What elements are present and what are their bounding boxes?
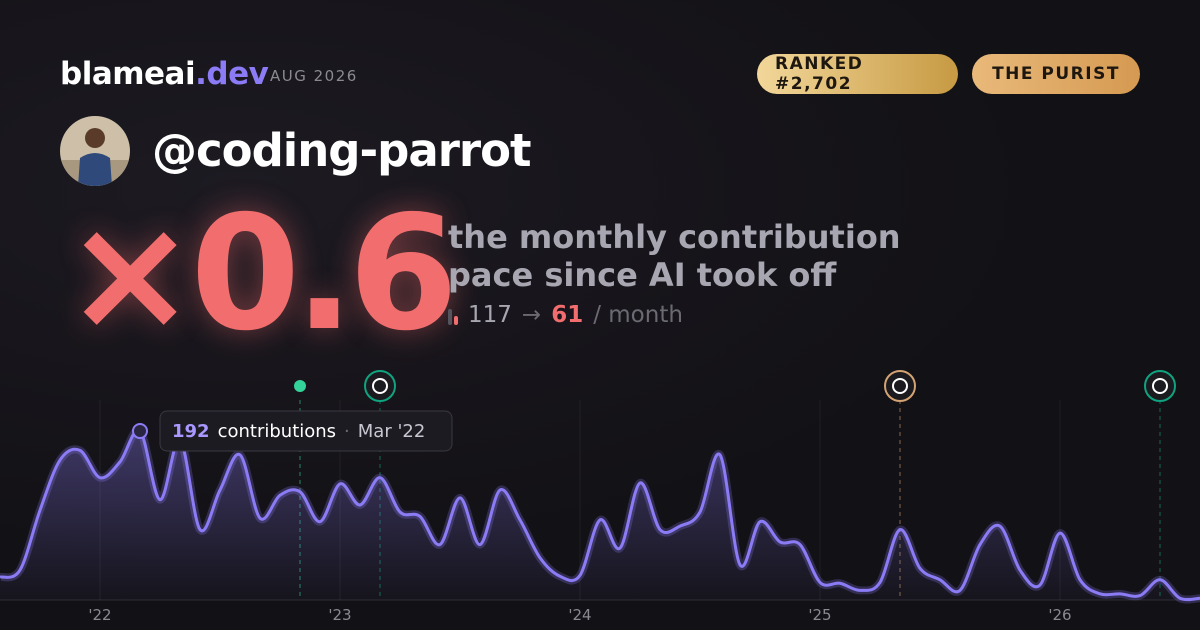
x-tick-label: '26 bbox=[1048, 606, 1071, 624]
pace-after: 61 bbox=[551, 302, 584, 328]
pace-icon bbox=[448, 305, 458, 325]
brand: blameai.dev bbox=[60, 56, 269, 92]
tooltip-box bbox=[159, 410, 453, 452]
description-line: pace since AI took off bbox=[448, 256, 837, 294]
event-icon bbox=[1144, 370, 1176, 402]
line bbox=[0, 428, 1200, 602]
area bbox=[0, 430, 1200, 600]
x-tick-label: '22 bbox=[88, 606, 111, 624]
tooltip-unit: contributions bbox=[218, 421, 336, 442]
event-dot bbox=[294, 380, 306, 392]
pace-before: 117 bbox=[468, 302, 512, 328]
pace-ratio: ×0.6 bbox=[64, 182, 458, 366]
event-icon bbox=[364, 370, 396, 402]
event-icon-glyph bbox=[372, 378, 388, 394]
event-icon bbox=[884, 370, 916, 402]
brand-name: blameai bbox=[60, 56, 196, 92]
pace-unit: / month bbox=[593, 302, 683, 328]
tooltip-sep: · bbox=[344, 421, 350, 442]
x-tick-label: '24 bbox=[568, 606, 591, 624]
period: AUG 2026 bbox=[270, 67, 358, 85]
tooltip-value: 192 bbox=[172, 421, 210, 442]
description: the monthly contribution pace since AI to… bbox=[448, 218, 901, 294]
x-tick-label: '23 bbox=[328, 606, 351, 624]
tooltip-text: 192 contributions · Mar '22 bbox=[172, 421, 425, 442]
username: @coding-parrot bbox=[152, 124, 532, 177]
event-icon-glyph bbox=[1152, 378, 1168, 394]
hover-point bbox=[132, 423, 148, 440]
avatar-image bbox=[60, 116, 130, 186]
avatar bbox=[60, 116, 130, 186]
pace-arrow: → bbox=[521, 302, 542, 328]
pace: 117 → 61 / month bbox=[448, 302, 683, 328]
brand-tld: .dev bbox=[195, 56, 269, 92]
description-line: the monthly contribution bbox=[448, 218, 901, 256]
tooltip-date: Mar '22 bbox=[358, 421, 426, 442]
title-badge: THE PURIST bbox=[972, 54, 1140, 94]
event-icon-glyph bbox=[892, 378, 908, 394]
x-tick-label: '25 bbox=[808, 606, 831, 624]
rank-badge: RANKED #2,702 bbox=[757, 54, 958, 94]
